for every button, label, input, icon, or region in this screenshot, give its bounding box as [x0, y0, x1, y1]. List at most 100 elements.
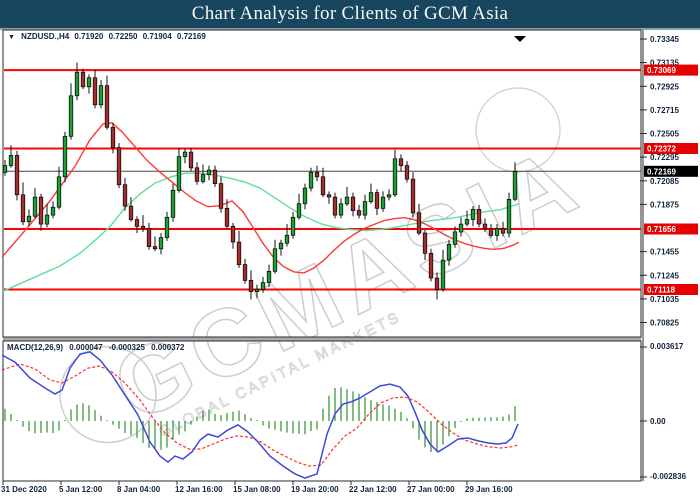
price-tick-label: 0.72505 — [650, 130, 679, 139]
candle-body — [2, 165, 8, 173]
candle-body — [284, 234, 290, 244]
price-tick-label: 0.71455 — [650, 248, 679, 257]
candle-body — [242, 264, 248, 281]
candle-body — [80, 71, 86, 88]
title-bar: Chart Analysis for Clients of GCM Asia — [0, 0, 700, 30]
time-axis-label: 12 Jan 16:00 — [175, 485, 223, 494]
candle-body — [458, 223, 464, 233]
candle-body — [302, 187, 308, 205]
candle-body — [494, 228, 500, 236]
candle-body — [398, 158, 404, 166]
candle-body — [434, 277, 440, 290]
price-badge-label: 0.71118 — [647, 286, 676, 295]
macd-value-main: -0.000325 — [108, 343, 145, 352]
candle-body — [164, 216, 170, 238]
candle-body — [506, 198, 512, 234]
candle-body — [260, 282, 266, 290]
collapse-indicator-icon[interactable]: ▼ — [8, 34, 15, 41]
candle-body — [128, 205, 134, 220]
candle-body — [314, 171, 320, 178]
candle-body — [356, 210, 362, 216]
candle-body — [386, 194, 392, 198]
ohlc-low: 0.71904 — [142, 32, 172, 41]
macd-axis-zero-label: 0.00 — [650, 417, 666, 426]
candle-body — [200, 174, 206, 182]
candle-body — [422, 232, 428, 254]
time-axis-label: 19 Jan 20:00 — [291, 485, 339, 494]
price-tick-label: 0.72085 — [650, 177, 679, 186]
candle-body — [338, 203, 344, 216]
candle-body — [236, 241, 242, 265]
candle-body — [134, 219, 140, 227]
price-badge-label: 0.72372 — [647, 145, 676, 154]
price-tick-label: 0.72715 — [650, 106, 679, 115]
time-axis-label: 8 Jan 04:00 — [117, 485, 161, 494]
price-tick-label: 0.71245 — [650, 271, 679, 280]
candle-body — [140, 225, 146, 229]
candle-body — [254, 288, 260, 292]
symbol-label: NZDUSD.,H4 — [21, 32, 70, 41]
candle-body — [32, 196, 38, 217]
candle-body — [116, 147, 122, 186]
price-tick-label: 0.71035 — [650, 295, 679, 304]
time-axis: 31 Dec 2020 5 Jan 12:00 8 Jan 04:00 12 Jan … — [0, 485, 643, 499]
candle-body — [326, 194, 332, 198]
price-badge — [644, 64, 698, 76]
candle-body — [176, 156, 182, 191]
candle-body — [56, 176, 62, 208]
macd-value-hist: 0.000047 — [69, 343, 103, 352]
candle-body — [218, 183, 224, 209]
macd-axis-top-label: 0.003617 — [650, 342, 684, 351]
candle-body — [248, 279, 254, 292]
price-badge — [644, 284, 698, 295]
candle-body — [44, 214, 50, 225]
candle-body — [416, 212, 422, 234]
candle-body — [188, 151, 194, 169]
ohlc-open: 0.71920 — [74, 32, 104, 41]
candle-body — [446, 243, 452, 261]
macd-frame — [2, 340, 642, 482]
price-tick-label: 0.71875 — [650, 200, 679, 209]
candle-body — [344, 196, 350, 205]
macd-axis-bottom-label: -0.002836 — [650, 472, 687, 481]
candle-body — [308, 171, 314, 189]
candle-body — [320, 176, 326, 196]
candle-body — [272, 248, 278, 272]
candle-body — [92, 77, 98, 106]
price-badge — [644, 223, 698, 235]
candle-body — [440, 259, 446, 290]
macd-label: MACD(12,26,9) — [7, 343, 64, 352]
candle-body — [50, 206, 56, 216]
panel-separator[interactable] — [3, 337, 641, 341]
candle-body — [488, 228, 494, 236]
time-axis-label: 22 Jan 12:00 — [349, 485, 397, 494]
candle-body — [110, 126, 116, 148]
price-tick-label: 0.73135 — [650, 59, 679, 68]
candle-body — [464, 219, 470, 225]
candle-body — [206, 169, 212, 175]
candle-body — [86, 77, 92, 88]
candle-body — [170, 189, 176, 218]
ohlc-high: 0.72250 — [108, 32, 138, 41]
price-badge — [644, 165, 698, 177]
candle-body — [350, 196, 356, 211]
candle-body — [224, 207, 230, 227]
chart-shift-marker-icon[interactable] — [514, 36, 526, 42]
candle-body — [512, 170, 518, 200]
candle-body — [26, 215, 32, 223]
candle-body — [122, 184, 128, 207]
price-tick-label: 0.70825 — [650, 319, 679, 328]
time-axis-label: 29 Jan 16:00 — [465, 485, 513, 494]
candle-body — [38, 196, 44, 225]
candle-body — [428, 252, 434, 279]
candle-body — [194, 167, 200, 182]
candle-body — [62, 135, 68, 178]
candle-body — [368, 192, 374, 202]
candle-body — [476, 209, 482, 225]
candle-body — [452, 231, 458, 245]
candle-body — [482, 223, 488, 229]
candle-body — [74, 71, 80, 97]
main-chart-frame — [2, 29, 642, 338]
candle-body — [374, 192, 380, 209]
